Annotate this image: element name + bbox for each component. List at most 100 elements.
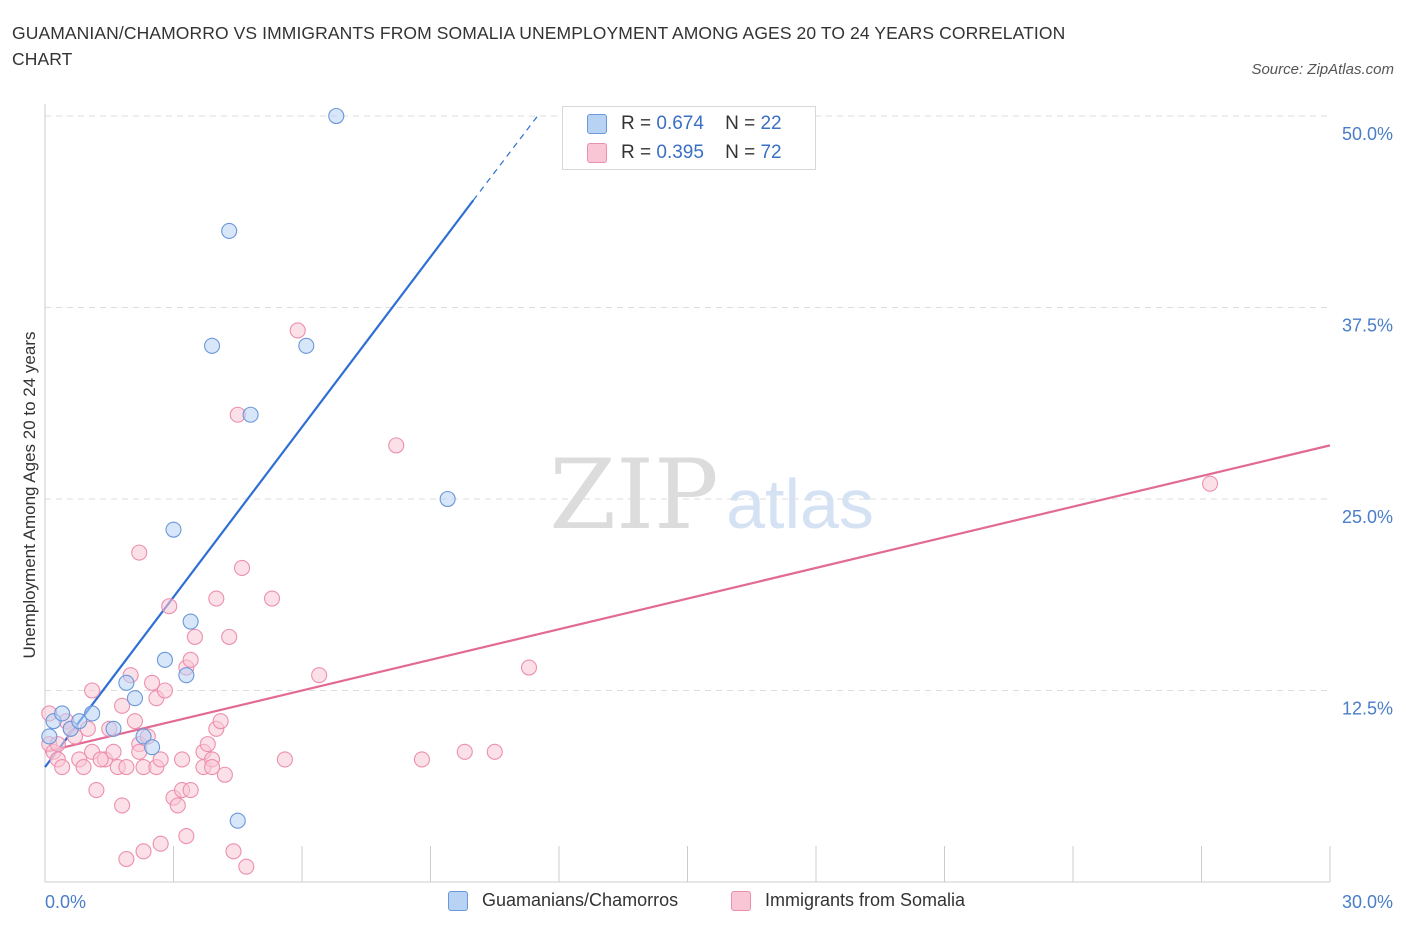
legend-swatch-pink xyxy=(587,143,607,163)
point-somalia xyxy=(238,858,255,875)
point-somalia xyxy=(388,437,405,454)
point-somalia xyxy=(152,835,169,852)
point-somalia xyxy=(174,751,191,768)
point-guamanian xyxy=(178,667,195,684)
point-somalia xyxy=(54,759,71,776)
point-somalia xyxy=(135,843,152,860)
point-somalia xyxy=(263,590,281,607)
chart-title-line-2: Chart xyxy=(12,49,73,69)
point-guamanian xyxy=(135,728,152,745)
point-somalia xyxy=(75,759,92,776)
r-label: R = xyxy=(621,113,652,134)
point-guamanian xyxy=(229,812,246,829)
axes xyxy=(44,104,1331,883)
point-guamanian xyxy=(328,107,345,125)
n-label: N = xyxy=(725,142,756,163)
point-guamanian xyxy=(242,406,259,423)
correlation-legend: R = 0.674 N = 22 R = 0.395 N = 72 xyxy=(562,106,816,170)
point-somalia xyxy=(114,697,131,714)
point-somalia xyxy=(413,751,430,768)
chart-title-line-1: Guamanian/Chamorro vs Immigrants from So… xyxy=(12,23,1066,43)
point-somalia xyxy=(144,674,161,691)
r-value: 0.674 xyxy=(656,113,704,134)
point-somalia xyxy=(216,766,233,783)
point-somalia xyxy=(186,628,203,645)
point-somalia xyxy=(204,759,221,776)
point-somalia xyxy=(88,782,105,799)
legend-label: Guamanians/Chamorros xyxy=(482,890,679,910)
point-somalia xyxy=(105,743,122,760)
point-somalia xyxy=(289,322,306,339)
point-somalia xyxy=(199,736,216,753)
point-somalia xyxy=(233,559,251,576)
point-somalia xyxy=(114,797,131,814)
point-guamanian xyxy=(156,651,173,668)
point-somalia xyxy=(156,682,173,699)
point-guamanian xyxy=(204,337,221,354)
trend-lines xyxy=(44,115,1331,768)
point-guamanian xyxy=(84,705,101,722)
point-guamanian xyxy=(182,613,199,630)
point-somalia xyxy=(276,751,293,768)
point-somalia xyxy=(178,827,195,845)
point-somalia xyxy=(208,590,225,607)
watermark: ZIP atlas xyxy=(549,439,874,551)
watermark-zip: ZIP xyxy=(549,439,718,551)
point-guamanian xyxy=(54,705,71,722)
r-label: R = xyxy=(621,142,652,163)
point-somalia xyxy=(1202,475,1219,492)
point-somalia xyxy=(152,751,169,768)
point-somalia xyxy=(311,667,328,684)
legend-swatch-blue xyxy=(448,891,468,911)
legend-swatch-pink xyxy=(731,891,751,911)
n-value: 22 xyxy=(760,113,782,134)
point-guamanian xyxy=(41,728,58,745)
legend-label: Immigrants from Somalia xyxy=(765,890,966,910)
n-label: N = xyxy=(725,113,756,134)
y-tick-label: 37.5% xyxy=(1342,316,1393,336)
tick-labels: 12.5% 25.0% 37.5% 50.0% 0.0% 30.0% xyxy=(45,124,1393,912)
point-somalia xyxy=(161,598,178,615)
point-guamanian xyxy=(71,713,88,730)
legend-text: R = 0.674 N = 22 xyxy=(621,113,782,135)
point-somalia xyxy=(118,759,135,776)
point-somalia xyxy=(221,628,238,645)
n-value: 72 xyxy=(760,142,782,163)
y-tick-label: 50.0% xyxy=(1342,124,1393,144)
point-guamanian xyxy=(221,222,238,239)
r-value: 0.395 xyxy=(656,142,704,163)
data-points xyxy=(41,107,1219,875)
point-somalia xyxy=(169,797,186,814)
point-somalia xyxy=(212,713,229,730)
point-somalia xyxy=(486,743,503,760)
legend-swatch-blue xyxy=(587,114,607,134)
point-somalia xyxy=(182,782,199,799)
grid xyxy=(45,115,1330,691)
point-somalia xyxy=(84,682,101,699)
point-guamanian xyxy=(118,674,135,691)
point-guamanian xyxy=(298,337,315,354)
trend-line-extension xyxy=(472,115,539,201)
point-somalia xyxy=(131,544,148,561)
source-credit: Source: ZipAtlas.com xyxy=(1251,61,1394,78)
chart-title: Guamanian/Chamorro vs Immigrants from So… xyxy=(12,20,1172,72)
point-somalia xyxy=(225,843,242,860)
point-somalia xyxy=(92,751,109,768)
point-guamanian xyxy=(126,690,143,707)
trend-line-guamanian xyxy=(44,199,475,768)
y-tick-label: 25.0% xyxy=(1342,507,1393,527)
x-tick-label: 0.0% xyxy=(45,892,86,912)
point-somalia xyxy=(520,659,538,676)
y-tick-label: 12.5% xyxy=(1342,699,1393,719)
trend-line-somalia xyxy=(44,444,1331,753)
point-guamanian xyxy=(105,720,122,737)
point-somalia xyxy=(126,713,143,730)
point-guamanian xyxy=(439,490,456,508)
point-somalia xyxy=(118,850,135,868)
point-somalia xyxy=(182,651,199,668)
point-somalia xyxy=(456,743,473,760)
legend-text: R = 0.395 N = 72 xyxy=(621,142,782,164)
x-tick-label: 30.0% xyxy=(1342,892,1393,912)
watermark-atlas: atlas xyxy=(726,465,874,543)
